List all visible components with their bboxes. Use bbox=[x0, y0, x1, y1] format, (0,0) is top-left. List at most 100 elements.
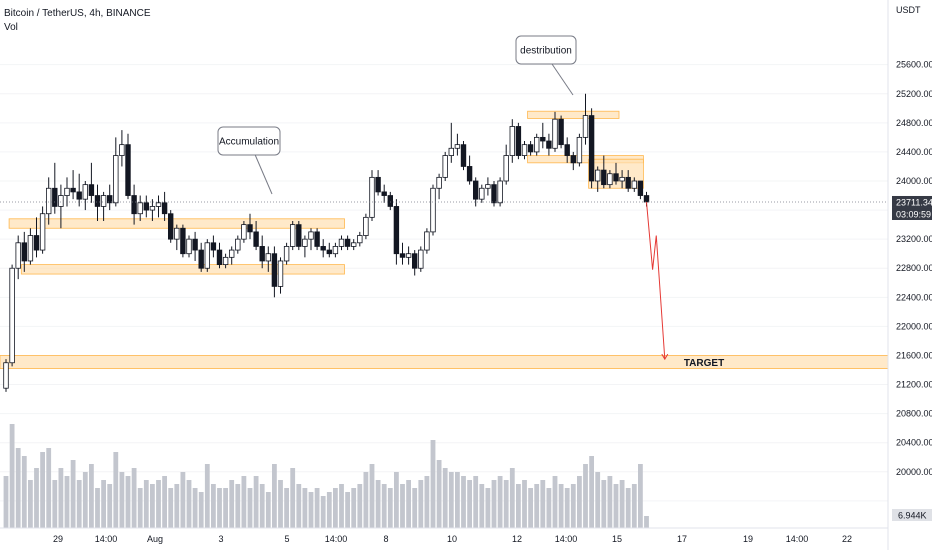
candle bbox=[21, 231, 27, 272]
candle bbox=[601, 155, 607, 189]
time-tick-label: 15 bbox=[612, 534, 622, 544]
candle bbox=[411, 250, 418, 276]
candle bbox=[430, 184, 436, 236]
candle bbox=[289, 220, 296, 251]
candle-body bbox=[448, 147, 454, 156]
candle bbox=[308, 228, 314, 251]
volume-bar bbox=[3, 476, 9, 528]
candle-body bbox=[595, 169, 601, 182]
chart-title: Bitcoin / TetherUS, 4h, BINANCE bbox=[4, 8, 151, 19]
candle bbox=[131, 184, 137, 225]
candle bbox=[192, 231, 198, 261]
candle-body bbox=[64, 187, 70, 196]
candle-body bbox=[52, 187, 58, 207]
volume-bar bbox=[546, 488, 552, 528]
candle-body bbox=[143, 202, 149, 211]
volume-bar bbox=[534, 484, 540, 528]
volume-bar bbox=[442, 468, 448, 528]
candle bbox=[515, 122, 522, 160]
projection-path bbox=[646, 201, 669, 361]
candle bbox=[576, 133, 583, 167]
volume-bar bbox=[625, 488, 631, 528]
candle-body bbox=[33, 235, 40, 251]
volume-bar bbox=[168, 488, 174, 528]
distribution-callout-box bbox=[515, 35, 577, 65]
time-tick-label: 12 bbox=[512, 534, 522, 544]
candle bbox=[76, 173, 82, 207]
volume-bar bbox=[89, 464, 94, 528]
candle-body bbox=[381, 191, 387, 196]
candle bbox=[235, 235, 241, 254]
candle bbox=[137, 195, 143, 221]
volume-bar bbox=[180, 472, 186, 528]
volume-bar bbox=[204, 464, 210, 528]
candle bbox=[460, 141, 467, 171]
time-tick-label: Aug bbox=[147, 534, 163, 544]
candle bbox=[125, 133, 131, 200]
candle bbox=[314, 228, 320, 251]
candle-body bbox=[131, 195, 137, 215]
candle-body bbox=[332, 246, 339, 255]
volume-bar bbox=[613, 484, 619, 528]
candle-body bbox=[149, 206, 156, 211]
candle bbox=[546, 133, 552, 156]
candle bbox=[381, 184, 387, 203]
candle bbox=[113, 137, 119, 207]
candle bbox=[393, 199, 400, 265]
volume-bar bbox=[339, 484, 344, 528]
volume-bar bbox=[284, 488, 289, 528]
candle bbox=[558, 115, 564, 149]
volume-bar bbox=[375, 480, 381, 528]
volume-bar bbox=[28, 480, 33, 528]
candle bbox=[448, 122, 454, 163]
candle-body bbox=[235, 238, 241, 251]
volume-bar bbox=[357, 484, 363, 528]
candle bbox=[442, 151, 448, 181]
candle-body bbox=[320, 246, 326, 251]
candle-body bbox=[601, 169, 607, 186]
price-tick-label: 20000.00 bbox=[896, 467, 932, 477]
candle-body bbox=[631, 180, 637, 189]
candle-body bbox=[643, 195, 650, 203]
volume-bar bbox=[64, 476, 70, 528]
candle bbox=[613, 162, 619, 185]
volume-bar bbox=[491, 480, 497, 528]
volume-bar bbox=[631, 484, 637, 528]
candle bbox=[607, 170, 613, 189]
candle bbox=[387, 191, 393, 211]
candle-body bbox=[314, 231, 320, 247]
volume-bar bbox=[272, 464, 277, 528]
candle-body bbox=[552, 118, 558, 149]
volume-bar bbox=[259, 484, 265, 528]
candle bbox=[259, 235, 265, 269]
candle bbox=[570, 151, 576, 171]
candle-body bbox=[436, 176, 442, 189]
candle-body bbox=[534, 136, 540, 153]
volume-bar bbox=[15, 448, 21, 528]
time-tick-label: 19 bbox=[743, 534, 753, 544]
candle bbox=[253, 220, 259, 251]
current-price-value: 23711.34 bbox=[896, 197, 932, 207]
candle-body bbox=[125, 144, 131, 196]
candle-body bbox=[21, 242, 27, 262]
volume-bar bbox=[198, 492, 204, 528]
projection-arrowhead bbox=[661, 353, 669, 361]
candle bbox=[149, 199, 156, 221]
volume-bar bbox=[363, 472, 369, 528]
candle-body bbox=[241, 224, 247, 240]
candle bbox=[27, 228, 34, 265]
volume-bar bbox=[601, 480, 607, 528]
candle bbox=[369, 170, 375, 221]
candle-body bbox=[479, 187, 485, 200]
volume-bar bbox=[52, 480, 58, 528]
volume-bar bbox=[21, 456, 27, 528]
candle-body bbox=[76, 191, 82, 200]
candle bbox=[418, 246, 424, 272]
volume-bar bbox=[82, 472, 88, 528]
distribution-callout-label: destribution bbox=[520, 46, 572, 57]
candle bbox=[497, 177, 503, 207]
candle bbox=[70, 170, 76, 200]
candle-body bbox=[625, 176, 631, 189]
